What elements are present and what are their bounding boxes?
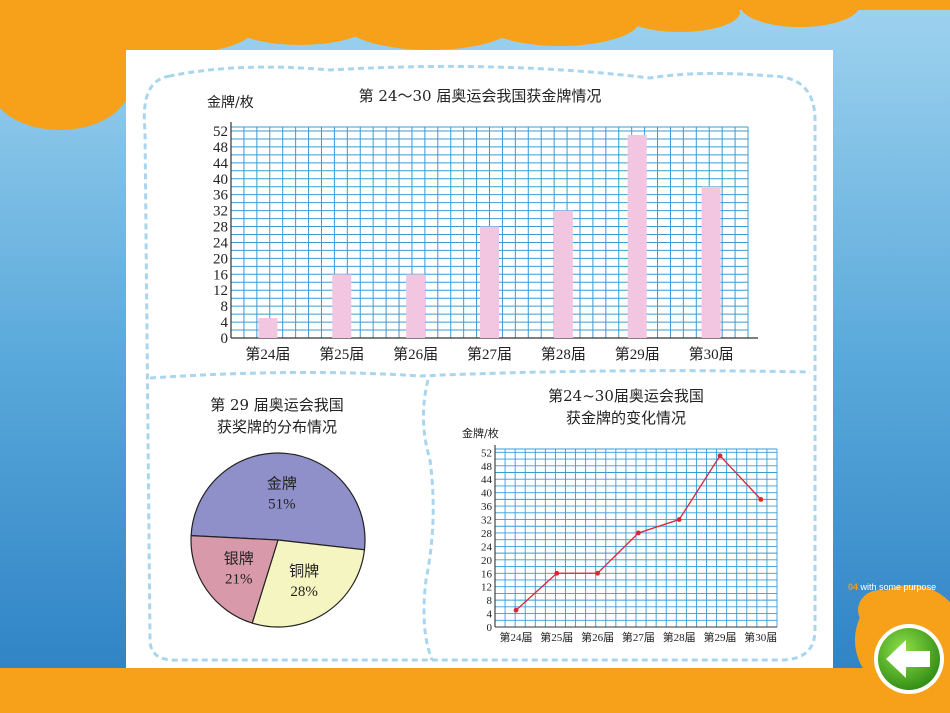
bar: [258, 318, 278, 338]
line-y-tick-label: 12: [481, 582, 492, 594]
bar-chart-ylabel: 金牌/枚: [207, 94, 254, 111]
line-x-tick-label: 第25届: [540, 630, 573, 644]
line-point: [554, 570, 560, 576]
pie-chart-title-line-2: 获奖牌的分布情况: [217, 418, 337, 436]
bar-x-tick-label: 第30届: [689, 345, 734, 363]
orange-cloud-top: [0, 0, 860, 130]
bar-y-tick-label: 40: [213, 172, 228, 188]
pie-slice: [251, 539, 366, 628]
line-y-tick-label: 8: [487, 595, 493, 607]
bar-y-tick-label: 44: [213, 156, 229, 172]
line-x-tick-label: 第27届: [622, 630, 655, 644]
line-x-tick-label: 第29届: [704, 630, 737, 644]
line-y-tick-label: 16: [481, 568, 493, 580]
bar: [406, 274, 426, 338]
line-y-tick-label: 0: [487, 622, 493, 634]
bar-y-tick-label: 12: [213, 283, 228, 299]
line-y-tick-label: 52: [481, 447, 492, 459]
dashed-frame: [142, 64, 817, 662]
bar-y-tick-label: 32: [213, 204, 228, 220]
pie-slice: [190, 452, 366, 551]
bar-chart-bars: [258, 134, 721, 338]
line-y-tick-label: 32: [481, 515, 492, 527]
pie-slice-label: 铜牌: [289, 562, 319, 580]
bar-x-tick-label: 第27届: [467, 345, 512, 363]
pie-chart-slices: [190, 452, 366, 628]
line-point: [636, 530, 641, 536]
bar-y-tick-label: 28: [213, 220, 228, 236]
line-x-tick-label: 第26届: [581, 630, 614, 644]
pie-slice: [190, 535, 279, 624]
line-y-tick-label: 36: [481, 501, 493, 513]
line-y-tick-label: 40: [481, 488, 493, 500]
bar-y-tick-label: 16: [213, 267, 229, 283]
line-chart-x-ticks: 第24届 第25届 第26届 第27届 第28届 第29届 第30届: [500, 630, 778, 644]
bar-y-tick-label: 48: [213, 140, 228, 156]
line-point: [676, 517, 682, 522]
bar-y-tick-label: 0: [221, 331, 229, 347]
pie-slice-percent: 28%: [290, 584, 318, 600]
line-x-tick-label: 第24届: [500, 630, 533, 644]
bar: [553, 210, 573, 338]
pie-slice-label: 金牌: [267, 474, 297, 492]
pie-chart-labels: 金牌 51% 铜牌 28% 银牌 21%: [224, 474, 319, 600]
line-x-tick-label: 第30届: [744, 630, 777, 644]
pie-chart: 第 29 届奥运会我国 获奖牌的分布情况 金牌 51% 铜牌 28% 银牌 21%: [190, 396, 366, 628]
bar-chart: 第 24～30 届奥运会我国获金牌情况 金牌/枚 048121620242832…: [207, 87, 758, 363]
line-chart-grid: [494, 445, 778, 628]
pie-slice-percent: 51%: [268, 496, 296, 512]
bar-x-tick-label: 第26届: [393, 345, 438, 363]
line-y-tick-label: 44: [481, 474, 493, 486]
bar-chart-x-ticks: 第24届 第25届 第26届 第27届 第28届 第29届 第30届: [245, 345, 733, 363]
line-chart: 第24~30届奥运会我国 获金牌的变化情况 金牌/枚 0481216202428…: [462, 387, 778, 644]
bar-y-tick-label: 4: [221, 315, 229, 331]
back-button[interactable]: [870, 620, 948, 698]
line-chart-series: [513, 453, 764, 613]
brand-text: 04 with some purpose: [848, 582, 936, 592]
bar: [332, 274, 352, 338]
line-y-tick-label: 28: [481, 528, 493, 540]
pie-slice-label: 银牌: [224, 549, 254, 567]
back-arrow-icon: [874, 624, 944, 694]
bar-y-tick-label: 36: [213, 188, 229, 204]
brand-number: 04: [848, 582, 859, 592]
bar: [701, 186, 721, 338]
bar: [480, 226, 499, 338]
bar-x-tick-label: 第24届: [245, 345, 290, 363]
bar-x-tick-label: 第29届: [615, 345, 660, 363]
line-y-tick-label: 20: [481, 555, 493, 567]
line-y-tick-label: 48: [481, 461, 493, 473]
line-chart-title-line-2: 获金牌的变化情况: [566, 409, 686, 427]
bar-chart-title: 第 24～30 届奥运会我国获金牌情况: [359, 87, 602, 105]
pie-chart-title-line-1: 第 29 届奥运会我国: [210, 396, 344, 414]
line-y-tick-label: 4: [487, 609, 493, 621]
bar-x-tick-label: 第25届: [319, 345, 364, 363]
pie-slice-percent: 21%: [225, 571, 253, 587]
line-x-tick-label: 第28届: [663, 630, 696, 644]
line-chart-title-line-1: 第24~30届奥运会我国: [548, 387, 704, 405]
line-point: [513, 607, 519, 613]
bar: [627, 134, 647, 338]
bar-y-tick-label: 20: [213, 251, 228, 267]
line-point: [717, 453, 723, 459]
line-point: [595, 570, 600, 576]
line-point: [758, 496, 764, 502]
bar-y-tick-label: 24: [213, 235, 229, 251]
line-y-tick-label: 24: [481, 541, 493, 553]
brand-slogan: with some purpose: [860, 582, 937, 592]
bar-y-tick-label: 8: [221, 299, 229, 315]
bar-y-tick-label: 52: [213, 124, 228, 140]
bar-x-tick-label: 第28届: [541, 345, 586, 363]
line-chart-ylabel: 金牌/枚: [462, 426, 499, 440]
